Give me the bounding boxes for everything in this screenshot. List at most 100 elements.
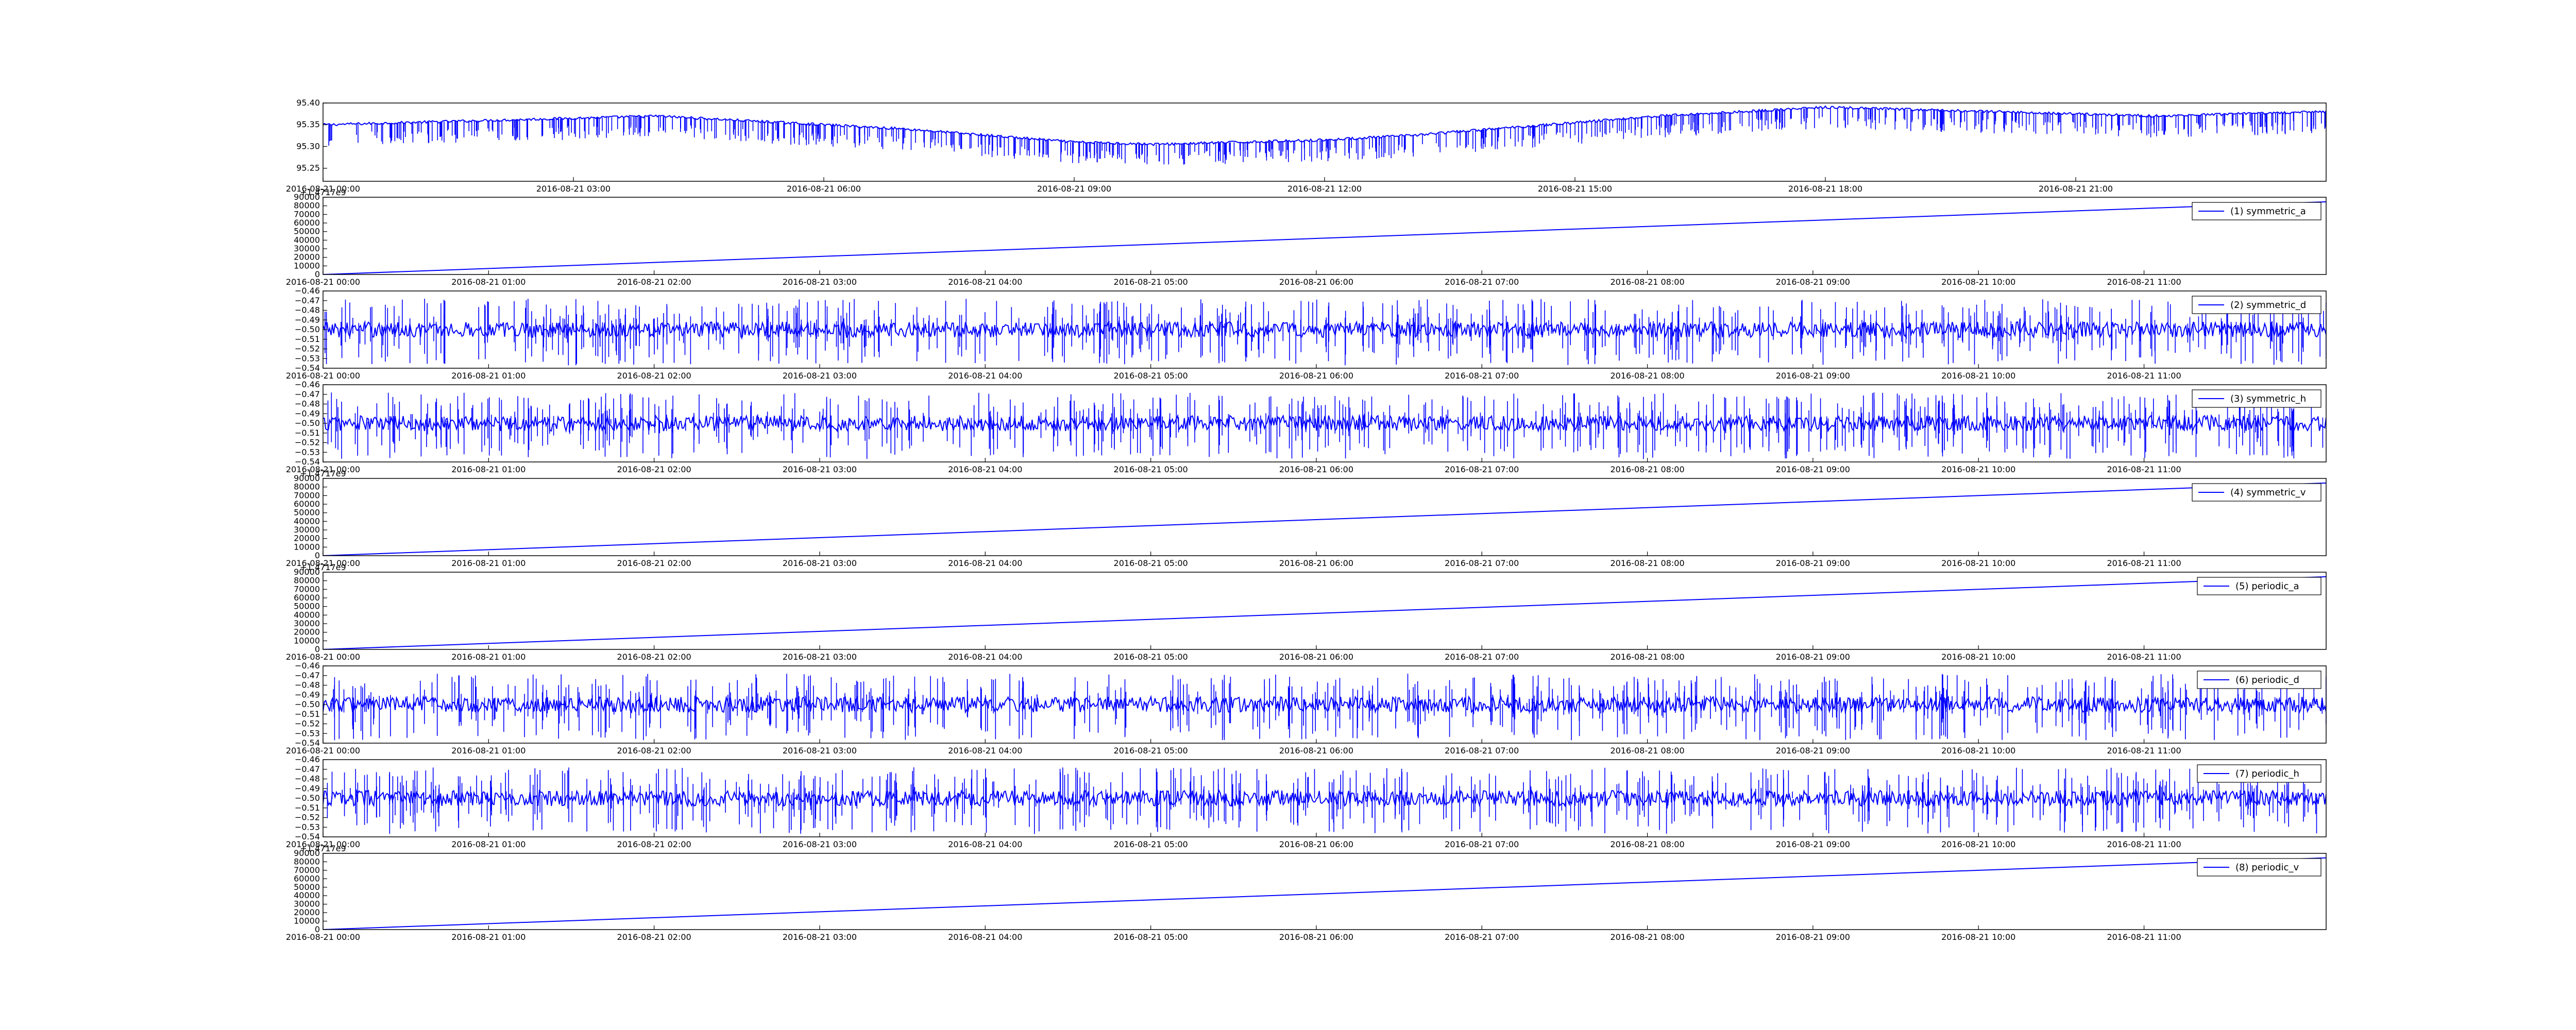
legend-label: (3) symmetric_h bbox=[2230, 393, 2306, 404]
panel-p2: −0.54−0.53−0.52−0.51−0.50−0.49−0.48−0.47… bbox=[286, 286, 2327, 381]
x-tick-label: 2016-08-21 06:00 bbox=[1279, 746, 1353, 756]
legend-label: (2) symmetric_d bbox=[2230, 300, 2306, 311]
y-tick-label: −0.52 bbox=[295, 344, 320, 354]
y-tick-label: −0.53 bbox=[295, 447, 320, 457]
x-tick-label: 2016-08-21 04:00 bbox=[948, 746, 1022, 756]
x-tick-label: 2016-08-21 11:00 bbox=[2107, 558, 2181, 568]
x-tick-label: 2016-08-21 11:00 bbox=[2107, 839, 2181, 849]
y-tick-label: 90000 bbox=[294, 192, 320, 202]
y-tick-label: −0.47 bbox=[295, 389, 320, 399]
series-line bbox=[323, 576, 2326, 649]
y-tick-label: 0 bbox=[315, 644, 320, 654]
series-line bbox=[323, 201, 2326, 274]
y-tick-label: −0.49 bbox=[295, 408, 320, 418]
y-tick-label: −0.50 bbox=[295, 324, 320, 334]
x-tick-label: 2016-08-21 10:00 bbox=[1941, 746, 2015, 756]
x-tick-label: 2016-08-21 11:00 bbox=[2107, 277, 2181, 287]
x-tick-label: 2016-08-21 12:00 bbox=[1287, 184, 1362, 194]
y-tick-label: 40000 bbox=[294, 516, 320, 526]
y-tick-label: 90000 bbox=[294, 567, 320, 577]
x-tick-label: 2016-08-21 07:00 bbox=[1445, 277, 1519, 287]
legend-label: (1) symmetric_a bbox=[2230, 206, 2306, 217]
x-tick-label: 2016-08-21 06:00 bbox=[1279, 932, 1353, 942]
x-tick-label: 2016-08-21 08:00 bbox=[1610, 652, 1684, 662]
y-tick-label: 40000 bbox=[294, 890, 320, 900]
x-tick-label: 2016-08-21 10:00 bbox=[1941, 465, 2015, 474]
x-tick-label: 2016-08-21 02:00 bbox=[617, 558, 691, 568]
x-tick-label: 2016-08-21 07:00 bbox=[1445, 652, 1519, 662]
x-tick-label: 2016-08-21 03:00 bbox=[783, 277, 857, 287]
data-layer bbox=[323, 857, 2326, 930]
y-tick-label: 70000 bbox=[294, 490, 320, 500]
x-tick-label: 2016-08-21 08:00 bbox=[1610, 277, 1684, 287]
y-tick-label: 50000 bbox=[294, 882, 320, 892]
y-tick-label: 20000 bbox=[294, 252, 320, 262]
x-tick-label: 2016-08-21 04:00 bbox=[948, 371, 1022, 381]
y-tick-label: −0.48 bbox=[295, 774, 320, 784]
y-tick-label: 50000 bbox=[294, 602, 320, 611]
y-tick-label: −0.54 bbox=[295, 363, 320, 373]
x-tick-label: 2016-08-21 00:00 bbox=[286, 371, 360, 381]
axis-offset-text: +1.4717e9 bbox=[300, 844, 346, 853]
x-tick-label: 2016-08-21 09:00 bbox=[1776, 558, 1850, 568]
x-tick-label: 2016-08-21 11:00 bbox=[2107, 746, 2181, 756]
y-tick-label: 80000 bbox=[294, 482, 320, 492]
x-tick-label: 2016-08-21 04:00 bbox=[948, 277, 1022, 287]
x-tick-label: 2016-08-21 00:00 bbox=[286, 746, 360, 756]
y-tick-label: 40000 bbox=[294, 610, 320, 620]
x-tick-label: 2016-08-21 05:00 bbox=[1114, 558, 1188, 568]
x-tick-label: 2016-08-21 10:00 bbox=[1941, 839, 2015, 849]
series-spikes bbox=[327, 767, 2317, 834]
x-tick-label: 2016-08-21 05:00 bbox=[1114, 746, 1188, 756]
y-tick-label: 60000 bbox=[294, 593, 320, 603]
x-tick-label: 2016-08-21 09:00 bbox=[1776, 746, 1850, 756]
axes-frame bbox=[323, 572, 2327, 650]
y-tick-label: −0.49 bbox=[295, 690, 320, 699]
x-tick-label: 2016-08-21 05:00 bbox=[1114, 652, 1188, 662]
y-tick-label: −0.48 bbox=[295, 680, 320, 690]
y-tick-label: −0.54 bbox=[295, 738, 320, 748]
y-tick-label: −0.52 bbox=[295, 719, 320, 729]
y-tick-label: 0 bbox=[315, 924, 320, 934]
panel-p8: 0100002000030000400005000060000700008000… bbox=[286, 844, 2327, 942]
x-tick-label: 2016-08-21 05:00 bbox=[1114, 839, 1188, 849]
x-tick-label: 2016-08-21 04:00 bbox=[948, 652, 1022, 662]
series-dips bbox=[328, 107, 2326, 165]
data-layer bbox=[323, 674, 2326, 741]
x-tick-label: 2016-08-21 09:00 bbox=[1776, 932, 1850, 942]
series-spikes bbox=[327, 392, 2324, 459]
y-tick-label: −0.50 bbox=[295, 793, 320, 803]
data-layer bbox=[323, 299, 2326, 366]
y-tick-label: 20000 bbox=[294, 907, 320, 917]
x-tick-label: 2016-08-21 03:00 bbox=[536, 184, 611, 194]
x-tick-label: 2016-08-21 10:00 bbox=[1941, 652, 2015, 662]
x-tick-label: 2016-08-21 15:00 bbox=[1538, 184, 1612, 194]
x-tick-label: 2016-08-21 01:00 bbox=[451, 839, 526, 849]
legend-label: (5) periodic_a bbox=[2235, 581, 2299, 592]
y-tick-label: −0.46 bbox=[295, 286, 320, 296]
x-tick-label: 2016-08-21 02:00 bbox=[617, 371, 691, 381]
x-tick-label: 2016-08-21 08:00 bbox=[1610, 932, 1684, 942]
y-tick-label: 60000 bbox=[294, 499, 320, 509]
x-tick-label: 2016-08-21 11:00 bbox=[2107, 465, 2181, 474]
x-tick-label: 2016-08-21 00:00 bbox=[286, 184, 360, 194]
y-tick-label: 95.35 bbox=[296, 119, 320, 129]
y-tick-label: 80000 bbox=[294, 576, 320, 586]
y-tick-label: 95.25 bbox=[296, 163, 320, 173]
y-tick-label: 10000 bbox=[294, 916, 320, 926]
series-line bbox=[323, 105, 2326, 146]
x-tick-label: 2016-08-21 02:00 bbox=[617, 746, 691, 756]
x-tick-label: 2016-08-21 09:00 bbox=[1776, 652, 1850, 662]
x-tick-label: 2016-08-21 01:00 bbox=[451, 932, 526, 942]
series-line bbox=[323, 857, 2326, 930]
panel-p7: −0.54−0.53−0.52−0.51−0.50−0.49−0.48−0.47… bbox=[286, 754, 2327, 849]
x-tick-label: 2016-08-21 03:00 bbox=[783, 932, 857, 942]
x-tick-label: 2016-08-21 02:00 bbox=[617, 277, 691, 287]
y-tick-label: 50000 bbox=[294, 227, 320, 236]
y-tick-label: −0.53 bbox=[295, 822, 320, 832]
x-tick-label: 2016-08-21 00:00 bbox=[286, 558, 360, 568]
y-tick-label: 40000 bbox=[294, 235, 320, 245]
x-tick-label: 2016-08-21 10:00 bbox=[1941, 371, 2015, 381]
axes-frame bbox=[323, 478, 2327, 556]
y-tick-label: 70000 bbox=[294, 865, 320, 875]
